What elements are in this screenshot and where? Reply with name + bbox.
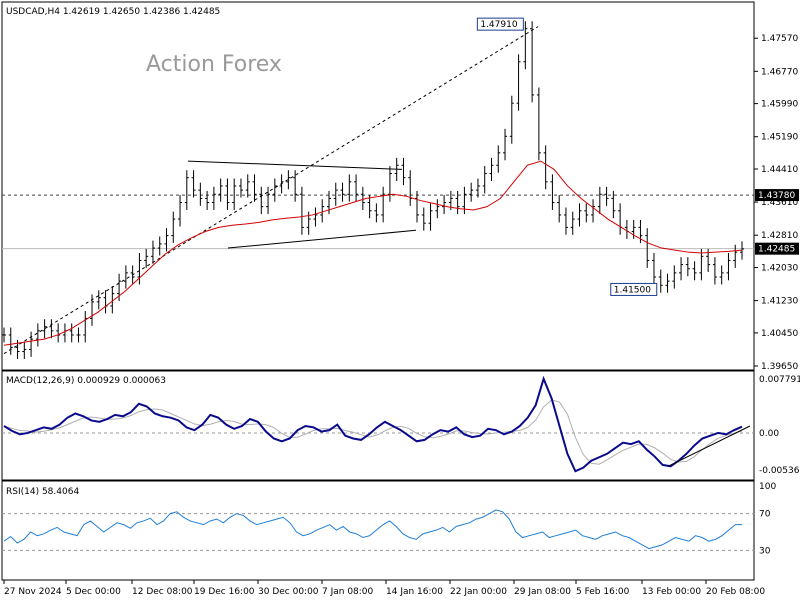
macd-axis-label: -0.005367 bbox=[759, 466, 800, 476]
macd-signal-line bbox=[3, 399, 743, 465]
price-axis-label: 1.45190 bbox=[761, 133, 798, 143]
trendlines bbox=[3, 26, 539, 355]
price-levels: 1.43780 1.42485 bbox=[2, 189, 799, 255]
price-annotation-label: 1.41500 bbox=[614, 285, 651, 295]
price-annotation-label: 1.47910 bbox=[480, 20, 517, 30]
rsi-axis-label: 30 bbox=[759, 546, 771, 556]
macd-layer: 0.007791 0.00 -0.005367 bbox=[2, 375, 800, 476]
price-bars bbox=[2, 21, 744, 359]
moving-average-line bbox=[3, 160, 743, 346]
macd-title: MACD(12,26,9) 0.000929 0.000063 bbox=[6, 376, 166, 386]
triangle-lower-line bbox=[227, 229, 417, 249]
price-axis-label: 1.45990 bbox=[761, 100, 798, 110]
x-axis-label: 29 Jan 08:00 bbox=[514, 587, 571, 597]
price-axis-label: 1.41230 bbox=[761, 297, 798, 307]
x-axis-label: 19 Dec 16:00 bbox=[194, 587, 255, 597]
rising-trendline bbox=[3, 26, 539, 355]
macd-line bbox=[3, 375, 743, 473]
x-axis-label: 5 Feb 16:00 bbox=[576, 587, 630, 597]
x-axis-label: 14 Jan 16:00 bbox=[386, 587, 443, 597]
price-axis-label: 1.42030 bbox=[761, 263, 798, 273]
x-axis-label: 12 Dec 08:00 bbox=[132, 587, 193, 597]
watermark-logo: Action Forex bbox=[146, 52, 282, 77]
x-axis-label: 22 Jan 00:00 bbox=[450, 587, 507, 597]
price-level-label: 1.43780 bbox=[758, 191, 795, 201]
rsi-title: RSI(14) 58.4064 bbox=[6, 487, 79, 497]
rsi-layer: 100 70 30 bbox=[2, 482, 776, 556]
x-axis-label: 5 Dec 00:00 bbox=[66, 587, 121, 597]
price-annotations: 1.47910 1.41500 bbox=[476, 17, 658, 296]
rsi-axis-label: 70 bbox=[759, 510, 771, 520]
x-axis-label: 27 Nov 2024 bbox=[4, 587, 62, 597]
price-axis-label: 1.43610 bbox=[761, 198, 798, 208]
symbol-header: USDCAD,H4 1.42619 1.42650 1.42386 1.4248… bbox=[6, 7, 220, 17]
x-axis-label: 20 Feb 08:00 bbox=[706, 587, 765, 597]
price-axis-label: 1.44410 bbox=[761, 165, 798, 175]
moving-average bbox=[3, 160, 743, 346]
macd-axis-label: 0.007791 bbox=[759, 375, 800, 385]
price-level-box bbox=[755, 242, 799, 255]
price-axis-label: 1.40450 bbox=[761, 329, 798, 339]
price-axis-label: 1.39650 bbox=[761, 362, 798, 372]
x-axis-label: 7 Jan 08:00 bbox=[322, 587, 374, 597]
x-axis-label: 30 Dec 00:00 bbox=[258, 587, 319, 597]
price-annotation-box bbox=[476, 17, 524, 31]
price-annotation-box bbox=[610, 282, 658, 296]
price-axis-label: 1.47570 bbox=[761, 34, 798, 44]
price-level-box bbox=[755, 189, 799, 202]
macd-trendline bbox=[667, 425, 751, 467]
rsi-line bbox=[3, 509, 742, 550]
price-panel-frame bbox=[1, 1, 755, 371]
macd-axis-label: 0.00 bbox=[759, 429, 779, 439]
price-axis-label: 1.46770 bbox=[761, 67, 798, 77]
price-axis-label: 1.42810 bbox=[761, 231, 798, 241]
rsi-axis-label: 100 bbox=[759, 482, 776, 492]
triangle-upper-line bbox=[187, 160, 403, 170]
time-x-axis: 27 Nov 2024 5 Dec 00:00 12 Dec 08:00 19 Dec… bbox=[3, 580, 765, 597]
x-axis-label: 13 Feb 00:00 bbox=[642, 587, 701, 597]
price-level-label: 1.42485 bbox=[758, 245, 795, 255]
price-y-axis: 1.47570 1.46770 1.45990 1.45190 1.44410 1.436… bbox=[754, 34, 798, 372]
rsi-panel-frame bbox=[1, 480, 755, 581]
